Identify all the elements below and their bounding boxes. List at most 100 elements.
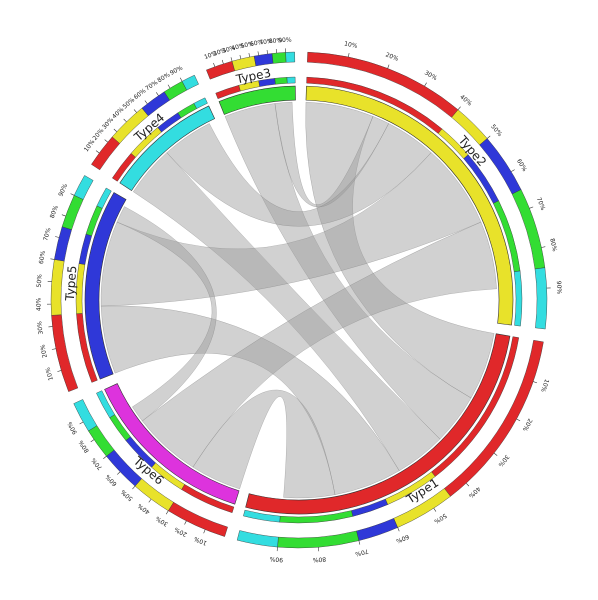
sector-label: Type5 [63, 265, 80, 302]
tick-mark [541, 246, 546, 248]
tick-mark [167, 84, 171, 89]
percent-label: 10% [343, 40, 358, 50]
percent-label: 90% [66, 420, 79, 435]
percent-label: 40% [136, 502, 151, 516]
percent-label: 30% [423, 69, 438, 82]
sector-part [286, 76, 296, 84]
percent-label: 20% [521, 417, 534, 432]
percent-label: 90% [169, 64, 184, 77]
percent-label: 80% [77, 439, 90, 454]
tick-mark [55, 236, 60, 238]
percent-label: 80% [312, 555, 326, 563]
tick-mark [248, 52, 250, 58]
chord-ribbon [132, 152, 441, 472]
outer-part [253, 53, 274, 67]
outer-part [51, 314, 79, 392]
tick-mark [424, 82, 427, 87]
sector-arc [245, 333, 511, 515]
tick-mark [70, 193, 75, 196]
sector-arc [305, 85, 514, 326]
tick-mark [144, 100, 148, 104]
percent-label: 80% [49, 204, 60, 219]
outer-part [73, 175, 94, 200]
outer-part [181, 74, 199, 91]
chord-ribbon [116, 206, 217, 422]
percent-label: 30% [154, 514, 169, 527]
tick-mark [179, 77, 183, 82]
percent-label: 30% [36, 321, 44, 335]
tick-mark [57, 370, 62, 372]
percent-label: 10% [203, 50, 218, 61]
percent-label: 30% [221, 44, 236, 54]
percent-label: 10% [193, 535, 208, 547]
tick-mark [529, 206, 534, 209]
outer-part [73, 399, 98, 432]
percent-label: 60% [515, 158, 528, 173]
sector-part [96, 187, 112, 209]
outer-part [206, 60, 236, 80]
tick-mark [533, 381, 538, 384]
outer-part [285, 51, 296, 63]
tick-mark [387, 64, 390, 69]
tick-mark [133, 109, 137, 113]
percent-label: 90% [269, 555, 283, 563]
percent-label: 50% [489, 123, 503, 138]
percent-label: 60% [38, 250, 47, 265]
tick-mark [257, 51, 259, 56]
percent-label: 70% [535, 196, 547, 211]
tick-mark [61, 214, 66, 217]
percent-label: 40% [35, 297, 42, 311]
tick-mark [397, 527, 400, 532]
tick-mark [117, 471, 121, 475]
sector-part [193, 97, 208, 109]
tick-mark [433, 508, 437, 512]
tick-mark [239, 54, 242, 59]
tick-mark [203, 529, 206, 534]
percent-label: 70% [259, 38, 273, 47]
percent-label: 70% [354, 547, 369, 557]
outer-part [356, 518, 398, 541]
sector-part [96, 390, 115, 419]
percent-label: 70% [90, 456, 104, 471]
percent-label: 40% [458, 94, 473, 108]
tick-mark [493, 452, 498, 456]
tick-mark [516, 418, 521, 422]
percent-label: 20% [173, 525, 188, 537]
outer-part [277, 530, 360, 549]
percent-label: 10% [539, 378, 550, 393]
percent-label: 20% [39, 344, 49, 359]
tick-mark [79, 421, 84, 425]
tick-mark [465, 482, 470, 487]
percent-label: 20% [384, 52, 399, 63]
outer-part [54, 226, 72, 262]
percent-label: 10% [44, 366, 55, 381]
tick-mark [90, 439, 95, 443]
percent-label: 60% [249, 39, 264, 48]
percent-label: 30% [496, 453, 510, 468]
percent-label: 80% [548, 238, 558, 253]
sector-part [243, 509, 281, 523]
sector-arc [218, 85, 296, 115]
tick-mark [132, 485, 136, 490]
tick-mark [358, 540, 361, 545]
tick-mark [230, 57, 233, 62]
percent-label: 50% [433, 512, 448, 525]
sector-arc [119, 105, 216, 192]
sector-part [513, 270, 523, 327]
tick-mark [123, 118, 127, 123]
chord-ribbon [192, 389, 336, 499]
outer-part [50, 259, 65, 316]
tick-mark [213, 62, 216, 67]
tick-mark [165, 510, 169, 515]
chord-ribbon [274, 101, 390, 207]
tick-mark [148, 498, 152, 503]
tick-mark [155, 92, 159, 96]
tick-mark [184, 520, 187, 525]
tick-mark [104, 139, 108, 143]
percent-label: 50% [120, 488, 135, 502]
sector-arc [104, 383, 240, 505]
outer-part [271, 52, 287, 64]
percent-label: 40% [231, 42, 246, 52]
percent-label: 50% [36, 274, 44, 288]
